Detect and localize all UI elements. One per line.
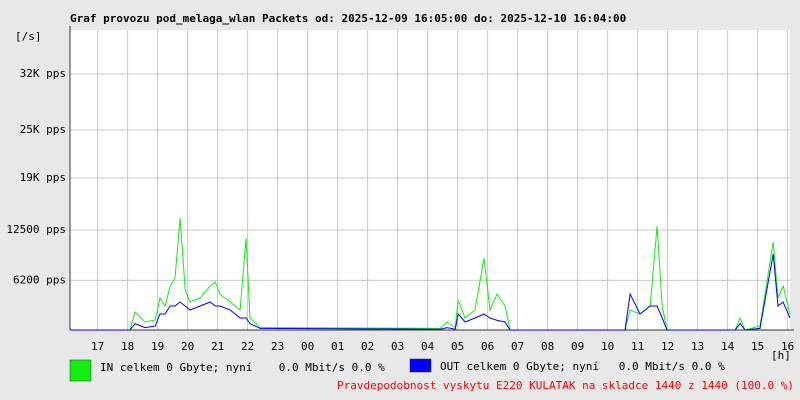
x-tick-label: 13 xyxy=(691,340,704,353)
chart-title: Graf provozu pod_melaga_wlan Packets od:… xyxy=(70,12,626,25)
series-line xyxy=(70,253,791,331)
y-tick-label: 32K pps xyxy=(20,67,66,80)
y-tick-label: 25K pps xyxy=(20,123,66,136)
x-tick-label: 23 xyxy=(271,340,284,353)
y-tick-label: 6200 pps xyxy=(13,273,66,286)
x-tick-label: 03 xyxy=(391,340,404,353)
x-tick-label: 21 xyxy=(211,340,224,353)
x-tick-label: 02 xyxy=(361,340,374,353)
plot-area xyxy=(70,30,790,330)
x-tick-label: 12 xyxy=(661,340,674,353)
x-tick-label: 17 xyxy=(91,340,104,353)
legend-label: OUT celkem 0 Gbyte; nyní 0.0 Mbit/s 0.0 … xyxy=(440,360,725,373)
x-axis-label: [h] xyxy=(771,349,791,362)
x-tick-label: 18 xyxy=(121,340,134,353)
legend-label: IN celkem 0 Gbyte; nyní 0.0 Mbit/s 0.0 % xyxy=(100,361,385,374)
y-tick-label: 12500 pps xyxy=(6,223,66,236)
x-tick-label: 20 xyxy=(181,340,194,353)
x-tick-label: 16 xyxy=(781,340,794,353)
x-tick-label: 00 xyxy=(301,340,314,353)
footer: Pravdepodobnost vyskytu E220 KULATAK na … xyxy=(337,379,794,392)
legend-swatch xyxy=(409,358,432,373)
x-tick-label: 15 xyxy=(751,340,764,353)
x-tick-label: 08 xyxy=(541,340,554,353)
legend-swatch xyxy=(69,359,92,382)
x-tick-label: 01 xyxy=(331,340,344,353)
y-tick-label: 19K pps xyxy=(20,171,66,184)
x-tick-label: 04 xyxy=(421,340,435,353)
x-tick-label: 22 xyxy=(241,340,254,353)
x-tick-label: 06 xyxy=(481,340,494,353)
x-tick-label: 14 xyxy=(721,340,735,353)
x-tick-label: 11 xyxy=(631,340,644,353)
x-tick-label: 05 xyxy=(451,340,464,353)
x-tick-label: 10 xyxy=(601,340,614,353)
y-axis-label: [/s] xyxy=(15,30,42,43)
x-tick-label: 19 xyxy=(151,340,164,353)
x-tick-label: 07 xyxy=(511,340,524,353)
x-tick-label: 09 xyxy=(571,340,584,353)
